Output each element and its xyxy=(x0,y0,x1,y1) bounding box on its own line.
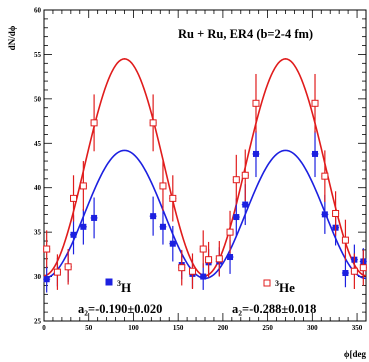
x-tick-label: 100 xyxy=(128,324,139,332)
x-tick-label: 50 xyxy=(85,324,93,332)
data-point-h3 xyxy=(242,201,249,208)
data-point-h3 xyxy=(159,223,166,230)
x-tick-label: 200 xyxy=(218,324,229,332)
data-point-he3 xyxy=(64,263,72,271)
data-point-he3 xyxy=(341,236,349,244)
data-point-h3 xyxy=(227,254,234,261)
y-tick-label: 30 xyxy=(34,273,42,281)
data-point-he3 xyxy=(79,182,87,190)
fit-curve-h3 xyxy=(43,149,367,280)
fit-curves xyxy=(43,58,367,280)
data-point-he3 xyxy=(252,99,260,107)
y-tick-label: 55 xyxy=(34,51,42,59)
x-tick-label: 250 xyxy=(262,324,273,332)
data-point-he3 xyxy=(205,256,213,264)
x-axis: 0 50 100 150 200 250 300 350 xyxy=(42,10,363,332)
x-tick-label: 0 xyxy=(42,324,46,332)
chart-title: Ru + Ru, ER4 (b=2-4 fm) xyxy=(178,27,313,41)
data-point-he3 xyxy=(53,268,61,276)
data-markers xyxy=(43,73,367,293)
data-point-he3 xyxy=(199,245,207,253)
data-point-h3 xyxy=(80,223,87,230)
legend-he3: 3He xyxy=(263,279,295,295)
x-tick-label: 350 xyxy=(352,324,363,332)
y-tick-label: 25 xyxy=(34,318,42,326)
y-tick-label: 50 xyxy=(34,95,42,103)
legend-h3-marker xyxy=(105,278,113,286)
legend-he3-marker xyxy=(263,279,271,287)
x-axis-label: ϕ[deg xyxy=(344,349,367,359)
data-point-he3 xyxy=(226,228,234,236)
data-point-he3 xyxy=(241,171,249,179)
data-point-h3 xyxy=(91,214,98,221)
y-tick-label: 35 xyxy=(34,229,42,237)
data-point-he3 xyxy=(311,99,319,107)
data-point-h3 xyxy=(43,276,50,283)
data-point-he3 xyxy=(149,119,157,127)
data-point-he3 xyxy=(178,264,186,272)
data-point-he3 xyxy=(359,264,367,272)
data-point-h3 xyxy=(312,150,319,157)
data-point-he3 xyxy=(90,119,98,127)
data-point-h3 xyxy=(321,211,328,218)
data-point-he3 xyxy=(350,267,358,275)
data-point-h3 xyxy=(233,214,240,221)
y-tick-label: 45 xyxy=(34,140,42,148)
data-point-h3 xyxy=(252,150,259,157)
x-tick-label: 150 xyxy=(173,324,184,332)
fit-curve-he3 xyxy=(43,58,367,277)
data-point-he3 xyxy=(232,176,240,184)
data-point-he3 xyxy=(70,194,78,202)
data-point-he3 xyxy=(159,182,167,190)
y-tick-label: 40 xyxy=(34,184,42,192)
data-point-he3 xyxy=(321,172,329,180)
annotation-h3: a₂=-0.190±0.020 xyxy=(78,302,162,316)
legend-h3: 3H xyxy=(105,278,131,295)
annotation-he3: a₂=-0.288±0.018 xyxy=(232,302,316,316)
data-point-h3 xyxy=(200,273,207,280)
legend-h3-label: 3H xyxy=(117,279,131,295)
data-point-he3 xyxy=(169,194,177,202)
data-point-h3 xyxy=(169,240,176,247)
data-point-he3 xyxy=(43,245,51,253)
y-axis-label: dN/dϕ xyxy=(7,25,17,50)
data-point-he3 xyxy=(215,255,223,263)
data-point-h3 xyxy=(342,270,349,277)
legend-he3-label: 3He xyxy=(275,279,295,295)
data-point-he3 xyxy=(332,209,340,217)
y-tick-label: 60 xyxy=(34,7,42,15)
data-point-he3 xyxy=(188,267,196,275)
data-point-h3 xyxy=(150,213,157,220)
x-tick-label: 300 xyxy=(307,324,318,332)
data-point-h3 xyxy=(70,231,77,238)
